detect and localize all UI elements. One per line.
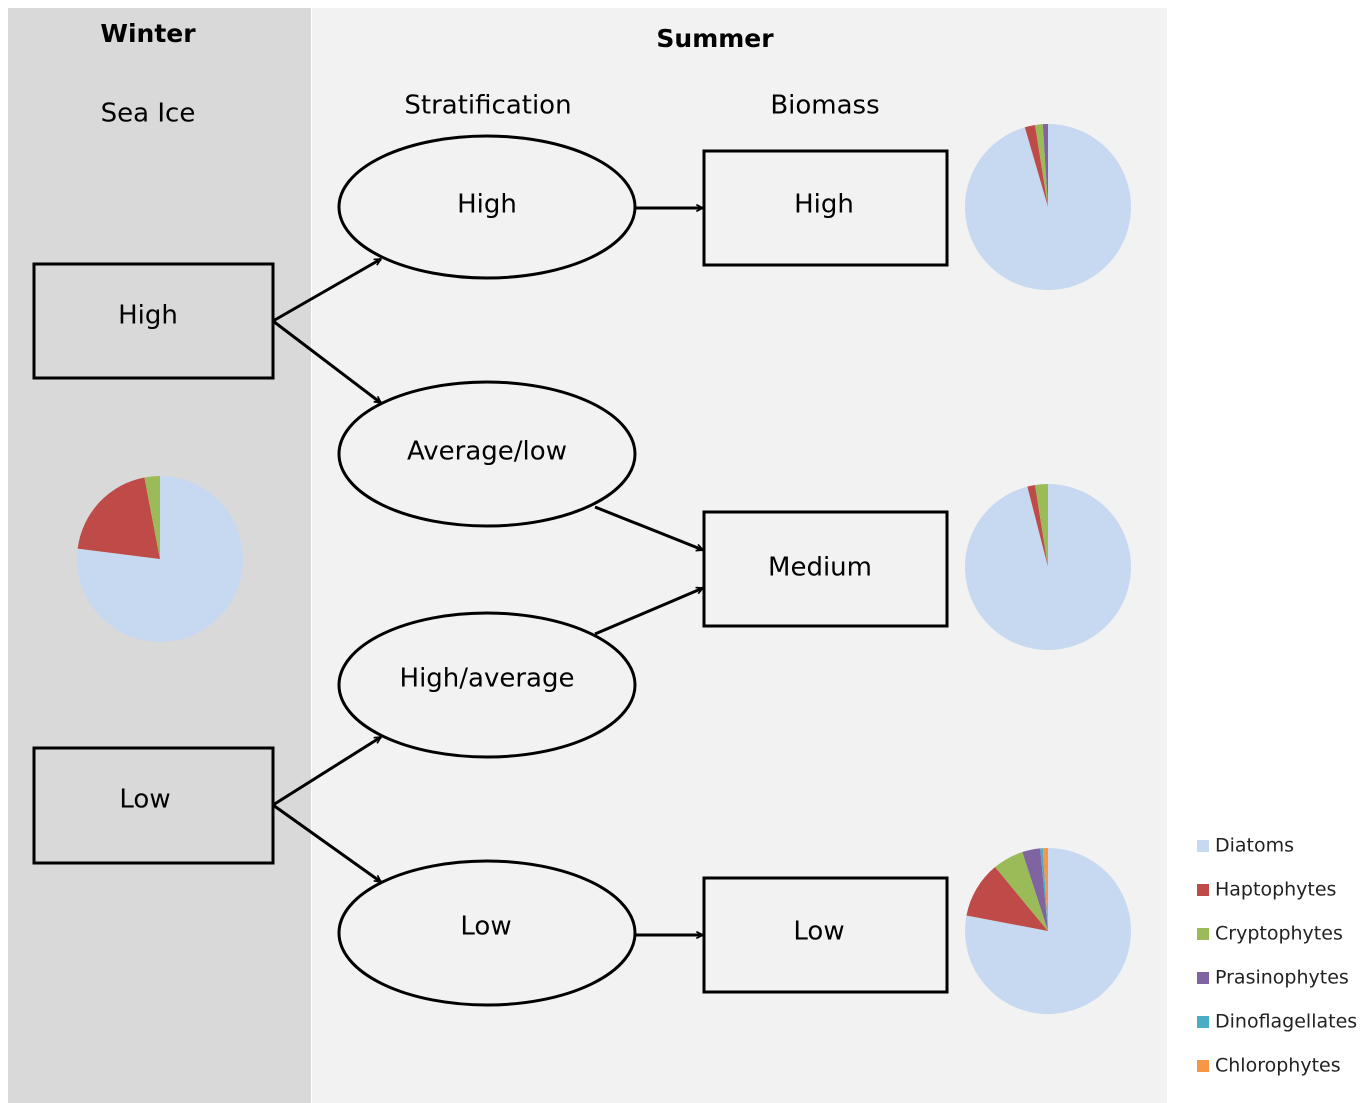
legend-label: Diatoms <box>1215 835 1294 857</box>
legend-label: Haptophytes <box>1215 879 1336 901</box>
node-label: Medium <box>768 553 872 583</box>
legend-swatch <box>1197 1016 1209 1028</box>
node-ellipse <box>337 611 637 759</box>
pie-slice <box>1042 848 1048 931</box>
node-box <box>702 149 949 267</box>
legend-swatch <box>1197 1060 1209 1072</box>
pie-slice <box>77 477 160 559</box>
legend-label: Prasinophytes <box>1215 967 1349 989</box>
node-label: Average/low <box>407 437 567 467</box>
summer-title: Summer <box>656 24 774 53</box>
node-label: Low <box>119 785 170 815</box>
winter-title: Winter <box>100 19 196 48</box>
legend-label: Chlorophytes <box>1215 1055 1341 1077</box>
node-label: Low <box>793 917 844 947</box>
node-label: High <box>118 301 178 331</box>
legend-label: Dinoflagellates <box>1215 1011 1357 1033</box>
arrow <box>272 257 381 323</box>
pie-slice <box>1035 124 1048 207</box>
node-ellipse <box>337 380 637 528</box>
legend-label: Cryptophytes <box>1215 923 1343 945</box>
pie-slice <box>1035 484 1048 567</box>
legend-swatch <box>1197 928 1209 940</box>
pie-slice <box>1024 125 1048 207</box>
pie-slice <box>1022 848 1048 931</box>
pie-slice <box>964 484 1131 650</box>
pie-slice <box>966 867 1048 931</box>
node-label: High <box>794 190 854 220</box>
pie-slice <box>1040 848 1048 931</box>
arrows <box>272 208 703 935</box>
node-label: Low <box>460 912 511 942</box>
node-ellipse <box>337 859 637 1007</box>
pie-slice <box>995 852 1048 931</box>
column-header: Biomass <box>770 91 879 121</box>
column-header: Stratification <box>404 91 571 121</box>
legend-swatch <box>1197 972 1209 984</box>
node-box <box>702 510 949 628</box>
node-label: High/average <box>400 664 575 694</box>
pie-slice <box>1042 124 1048 207</box>
legend-swatch <box>1197 884 1209 896</box>
arrow <box>272 803 381 884</box>
arrow <box>594 586 703 636</box>
arrow <box>594 505 703 550</box>
arrow <box>272 735 381 807</box>
node-box <box>702 876 949 994</box>
legend-swatch <box>1197 840 1209 852</box>
pie-slice <box>144 476 160 559</box>
pie-slice <box>1027 485 1048 567</box>
winter-subtitle: Sea Ice <box>101 99 196 129</box>
arrow <box>272 319 381 405</box>
node-label: High <box>457 190 517 220</box>
